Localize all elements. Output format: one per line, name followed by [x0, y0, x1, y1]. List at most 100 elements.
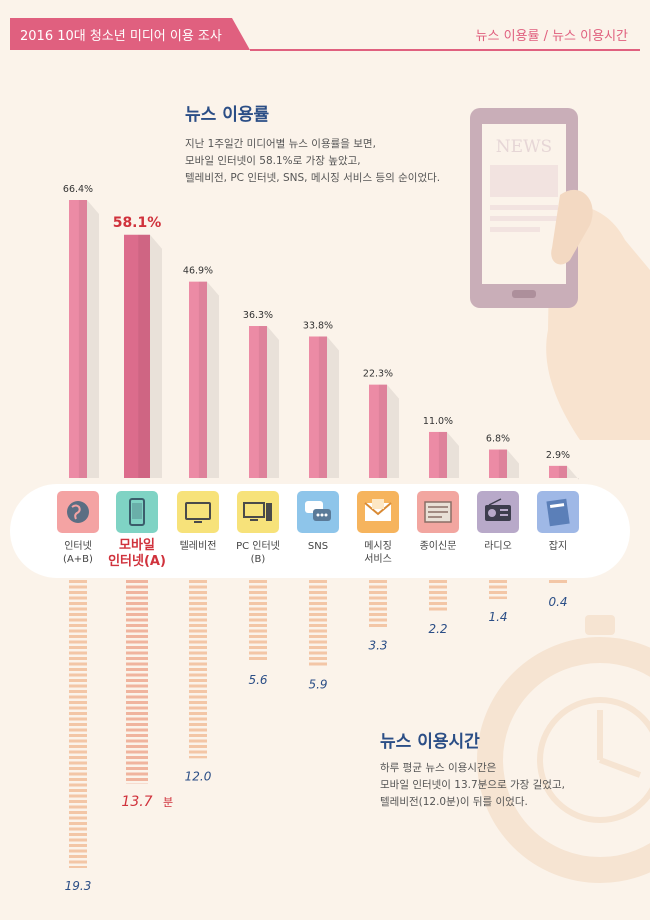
time-bar-stripe: [189, 629, 207, 633]
time-bar-stripe: [309, 629, 327, 633]
desktop-pc-icon: [237, 491, 279, 533]
usage-bar-side: [198, 281, 207, 478]
time-bar-stripe: [309, 635, 327, 638]
time-bar-stripe: [189, 602, 207, 605]
media-label-line: 종이신문: [419, 541, 457, 552]
time-bar-stripe: [429, 607, 447, 611]
time-bar-stripe: [69, 662, 87, 666]
time-bar-stripe: [429, 596, 447, 600]
time-bar-stripe: [489, 580, 507, 583]
time-bar: [549, 578, 567, 584]
time-bar-stripe: [69, 860, 87, 864]
time-section-title: 뉴스 이용시간: [380, 732, 480, 752]
time-bar-stripe: [69, 629, 87, 633]
time-bar-stripe: [189, 728, 207, 732]
time-bar-stripe: [69, 618, 87, 622]
time-bar-stripe: [126, 767, 148, 770]
time-bar-stripe: [126, 750, 148, 754]
time-value-label: 5.6: [248, 673, 267, 687]
usage-bar: [189, 281, 207, 478]
usage-bar: [489, 449, 507, 478]
time-desc-line: 텔레비전(12.0분)이 뒤를 이었다.: [380, 796, 528, 808]
time-bar-stripe: [69, 794, 87, 798]
time-bar-stripe: [126, 618, 148, 622]
time-bar-stripe: [69, 712, 87, 715]
tablet-content-line: [490, 227, 540, 232]
clock-ring-decoration: [477, 637, 650, 883]
time-value-label: 5.9: [308, 678, 327, 692]
clock-crown-decoration: [585, 615, 615, 635]
time-bar-stripe: [69, 789, 87, 792]
time-bar-stripe: [126, 734, 148, 737]
usage-bar: [429, 431, 447, 478]
header-title: 2016 10대 청소년 미디어 이용 조사: [20, 29, 222, 44]
time-bar-stripe: [69, 690, 87, 693]
time-value-label: 2.2: [428, 622, 447, 636]
time-bar-stripe: [126, 635, 148, 638]
time-bar-stripe: [429, 602, 447, 605]
time-bar-stripe: [69, 723, 87, 726]
time-bar-stripe: [189, 706, 207, 710]
time-bar-stripe: [189, 717, 207, 721]
usage-bar: [369, 384, 387, 478]
usage-bar-side: [318, 336, 327, 478]
time-bar-stripe: [249, 629, 267, 633]
clock-inner-decoration: [537, 697, 650, 823]
chat-bubbles-icon: [297, 491, 339, 533]
clock-hand-decoration: [598, 757, 642, 778]
time-bar-stripe: [309, 580, 327, 583]
usage-bar-side: [438, 431, 447, 478]
time-bar-stripe: [309, 591, 327, 594]
time-bar-stripe: [309, 613, 327, 616]
time-bar-stripe: [249, 585, 267, 589]
time-bar-stripe: [126, 668, 148, 671]
usage-bar-side: [258, 326, 267, 478]
time-bar-stripe: [189, 618, 207, 622]
time-bar-stripe: [309, 596, 327, 600]
tablet-content-block: [490, 165, 558, 197]
time-bar-stripe: [309, 662, 327, 666]
time-bar-stripe: [189, 651, 207, 655]
time-bar-stripe: [189, 624, 207, 627]
time-bar-stripe: [189, 580, 207, 583]
usage-value-label: 46.9%: [183, 266, 213, 277]
usage-value-label: 33.8%: [303, 320, 333, 331]
time-bar-stripe: [249, 640, 267, 644]
time-bar-stripe: [189, 756, 207, 759]
time-value-label: 0.4: [548, 595, 567, 609]
time-bar-stripe: [69, 734, 87, 737]
time-bar-stripe: [189, 640, 207, 644]
time-bar-stripe: [369, 618, 387, 622]
time-bar-stripe: [69, 602, 87, 605]
radio-icon: [477, 491, 519, 533]
media-label: 잡지: [523, 540, 593, 553]
usage-bar-shadow: [327, 336, 339, 478]
time-bar-stripe: [489, 596, 507, 600]
time-bar-stripe: [249, 607, 267, 611]
smartphone-icon: [116, 491, 158, 533]
time-bar-stripe: [189, 701, 207, 704]
time-bar-stripe: [189, 585, 207, 589]
time-bar-stripe: [189, 723, 207, 726]
time-bar-stripe: [189, 673, 207, 677]
time-bar-stripe: [69, 695, 87, 699]
time-bar-stripe: [126, 717, 148, 721]
usage-value-label: 2.9%: [546, 450, 570, 461]
time-bar-stripe: [69, 772, 87, 776]
usage-bar-shadow: [150, 234, 162, 478]
time-bar-stripe: [126, 640, 148, 644]
globe-icon: [57, 491, 99, 533]
time-bar-stripe: [69, 668, 87, 671]
usage-desc-line: 지난 1주일간 미디어별 뉴스 이용률을 보면,: [185, 138, 376, 150]
usage-value-label: 36.3%: [243, 310, 273, 321]
time-bar-stripe: [126, 701, 148, 704]
time-bar-stripe: [249, 591, 267, 594]
usage-bar-side: [138, 234, 150, 478]
time-bar-stripe: [69, 844, 87, 847]
time-bar-stripe: [189, 734, 207, 737]
time-bar-stripe: [126, 673, 148, 677]
media-label-line: 인터넷: [64, 541, 92, 552]
header-ribbon: [10, 18, 250, 50]
time-bar-stripe: [69, 838, 87, 842]
